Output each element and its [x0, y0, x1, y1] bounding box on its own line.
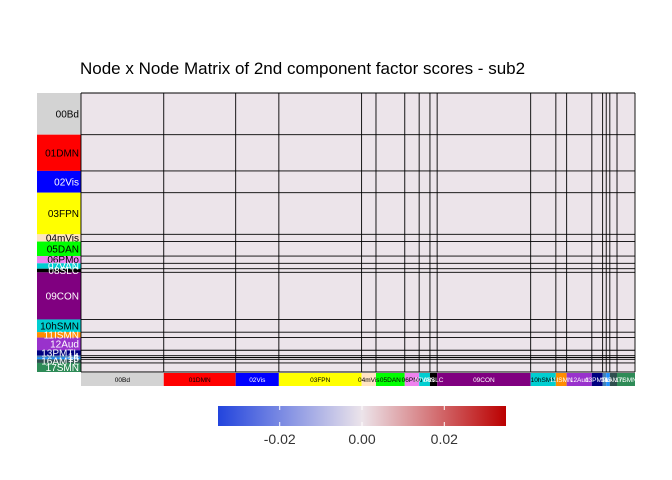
- col-strip-15: [606, 373, 610, 386]
- row-label-17smn: 17SMN: [46, 363, 79, 374]
- col-label-05dan: 05DAN: [380, 377, 401, 384]
- col-strip-06pmo: [404, 373, 420, 386]
- col-strip-13pmtl: [591, 373, 603, 386]
- col-label-11ismn: 11ISMN: [550, 377, 573, 384]
- row-strip-16amtl: [37, 359, 81, 363]
- row-label-10hsmn: 10hSMN: [40, 321, 79, 332]
- col-strip-10hsmn: [530, 373, 556, 386]
- col-label-09con: 09CON: [473, 377, 495, 384]
- colorbar-tick-label: -0.02: [264, 431, 296, 447]
- row-label-01dmn: 01DMN: [45, 148, 79, 159]
- colorbar: -0.02 0.00 0.02: [218, 406, 506, 447]
- col-strip-01dmn: [163, 373, 236, 386]
- row-label-16amtl: 16AMTL: [41, 357, 79, 368]
- row-label-07van: 07VAN: [48, 262, 79, 273]
- row-strip-13pmtl: [37, 350, 81, 356]
- col-strip-02vis: [235, 373, 279, 386]
- row-label-03fpn: 03FPN: [48, 209, 79, 220]
- row-strip-06pmo: [37, 256, 81, 264]
- col-strip-03fpn: [278, 373, 362, 386]
- column-network-strips: 00Bd 01DMN 02Vis 03FPN 04mVis 05DAN 06PMo07VAN…: [81, 373, 637, 386]
- col-label-15: 15: [604, 377, 612, 384]
- col-label-06pmo: 06PMo: [402, 377, 423, 384]
- col-strip-14: [602, 373, 607, 386]
- col-strip-05dan: [375, 373, 405, 386]
- col-strip-11ismn: [555, 373, 567, 386]
- row-strip-11ismn: [37, 332, 81, 338]
- col-strip-07van: [419, 373, 430, 386]
- row-label-12aud: 12Aud: [50, 339, 79, 350]
- col-label-00bd: 00Bd: [115, 377, 131, 384]
- col-strip-16amtl: [609, 373, 618, 386]
- row-label-00bd: 00Bd: [56, 109, 79, 120]
- row-strip-05dan: [37, 241, 81, 257]
- row-strip-09con: [37, 272, 81, 320]
- chart-title: Node x Node Matrix of 2nd component fact…: [80, 59, 525, 78]
- row-label-05dan: 05DAN: [47, 244, 79, 255]
- col-strip-17smn: [617, 373, 635, 386]
- col-label-16amtl: 16AMTL: [601, 377, 626, 384]
- row-strip-10hsmn: [37, 319, 81, 333]
- col-label-14: 14: [601, 377, 609, 384]
- row-label-06pmo: 06PMo: [47, 255, 79, 266]
- col-label-17smn: 17SMN: [615, 377, 637, 384]
- row-label-08slc: 08SLC: [48, 266, 79, 277]
- col-label-01dmn: 01DMN: [189, 377, 211, 384]
- col-strip-12aud: [566, 373, 592, 386]
- col-strip-04mvis: [361, 373, 376, 386]
- row-label-11ismn: 11ISMN: [44, 330, 79, 341]
- col-label-12aud: 12Aud: [570, 377, 589, 384]
- row-label-13pmtl: 13PMTL: [41, 348, 79, 359]
- row-strip-14: [37, 355, 81, 358]
- row-strip-01dmn: [37, 134, 81, 171]
- row-strip-17smn: [37, 362, 81, 372]
- col-label-10hsmn: 10hSMN: [531, 377, 557, 384]
- row-strip-00bd: [37, 93, 81, 135]
- col-label-08slc: 08SLC: [424, 377, 444, 384]
- colorbar-tick-label: 0.02: [431, 431, 458, 447]
- row-label-09con: 09CON: [46, 291, 79, 302]
- colorbar-ticks: -0.02 0.00 0.02: [264, 406, 458, 447]
- row-label-04mvis: 04mVis: [46, 233, 79, 244]
- row-label-14: 14: [68, 352, 80, 363]
- col-strip-00bd: [81, 373, 164, 386]
- col-label-03fpn: 03FPN: [310, 377, 331, 384]
- row-strip-07van: [37, 263, 81, 269]
- col-label-02vis: 02Vis: [249, 377, 266, 384]
- col-label-07van: 07VAN: [414, 377, 434, 384]
- row-strip-02vis: [37, 170, 81, 193]
- col-strip-08slc: [429, 373, 438, 386]
- row-label-15: 15: [68, 354, 80, 365]
- row-strip-12aud: [37, 337, 81, 351]
- row-strip-03fpn: [37, 192, 81, 235]
- col-strip-09con: [437, 373, 531, 386]
- row-network-strips: 00Bd 01DMN 02Vis 03FPN 04mVis05DAN06PMo07VAN…: [37, 93, 81, 374]
- row-label-02vis: 02Vis: [54, 177, 79, 188]
- col-label-13pmtl: 13PMTL: [585, 377, 610, 384]
- colorbar-gradient: [218, 406, 506, 426]
- col-label-04mvis: 04mVis: [358, 377, 380, 384]
- row-strip-15: [37, 357, 81, 360]
- row-strip-08slc: [37, 268, 81, 273]
- matrix-area: [80, 92, 636, 373]
- colorbar-tick-label: 0.00: [348, 431, 375, 447]
- matrix-cells: [81, 93, 635, 372]
- row-strip-04mvis: [37, 234, 81, 242]
